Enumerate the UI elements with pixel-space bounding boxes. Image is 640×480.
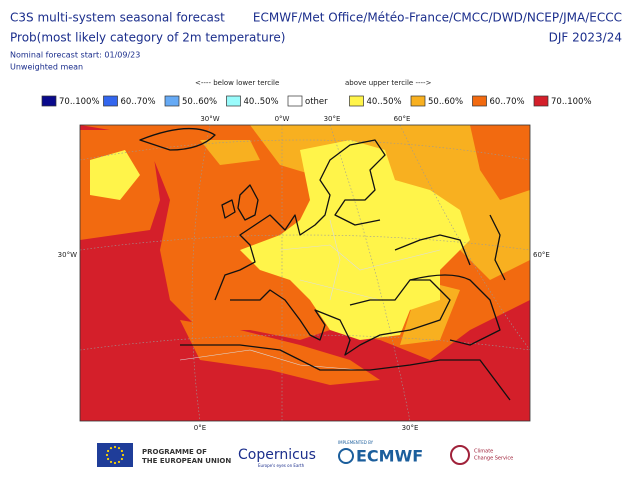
eu-star bbox=[106, 449, 110, 453]
implemented-by: IMPLEMENTED BY bbox=[338, 440, 374, 445]
footer: PROGRAMME OF THE EUROPEAN UNION Copernic… bbox=[97, 440, 513, 468]
graticule bbox=[80, 125, 530, 421]
map bbox=[80, 125, 530, 421]
copernicus-logo: Copernicus bbox=[238, 447, 316, 463]
lon-label: 0°E bbox=[194, 424, 206, 432]
lat-label: 60°E bbox=[533, 251, 550, 259]
map-frame bbox=[79, 124, 531, 422]
eu-star bbox=[113, 461, 117, 465]
legend-swatch bbox=[349, 95, 364, 107]
legend-swatch bbox=[410, 95, 426, 107]
eu-text: THE EUROPEAN UNION bbox=[142, 457, 231, 465]
coastlines bbox=[139, 127, 511, 401]
copernicus-tag: Europe's eyes on Earth bbox=[258, 463, 305, 468]
legend-label: 50..60% bbox=[428, 97, 463, 107]
eu-star bbox=[120, 449, 124, 453]
legend-swatch bbox=[103, 95, 118, 107]
title: C3S multi-system seasonal forecast bbox=[10, 11, 225, 25]
eu-star bbox=[113, 445, 117, 449]
method: Unweighted mean bbox=[10, 63, 83, 72]
eu-text: PROGRAMME OF bbox=[142, 448, 207, 456]
above-label: above upper tercile ----> bbox=[345, 79, 432, 87]
lon-label: 0°W bbox=[275, 115, 290, 123]
borders bbox=[179, 219, 441, 371]
c3s-text: Climate bbox=[474, 449, 493, 455]
eu-star bbox=[109, 460, 113, 464]
eu-star bbox=[121, 453, 125, 457]
legend-swatch bbox=[41, 95, 57, 107]
eu-star bbox=[120, 457, 124, 461]
lon-label: 30°E bbox=[324, 115, 341, 123]
c3s-icon bbox=[450, 445, 470, 465]
eu-star bbox=[109, 446, 113, 450]
legend-swatch bbox=[226, 95, 241, 107]
legend-label: 60..70% bbox=[121, 97, 156, 107]
eu-star bbox=[117, 460, 121, 464]
legend-label: 50..60% bbox=[182, 97, 217, 107]
centres: ECMWF/Met Office/Météo-France/CMCC/DWD/N… bbox=[253, 11, 622, 25]
forecast-start: Nominal forecast start: 01/09/23 bbox=[10, 51, 140, 60]
ecmwf-logo: ECMWF bbox=[356, 447, 423, 466]
legend-label: other bbox=[305, 97, 328, 107]
legend-swatch bbox=[533, 95, 549, 107]
season: DJF 2023/24 bbox=[549, 31, 622, 45]
legend-label: 40..50% bbox=[367, 97, 402, 107]
legend-swatch bbox=[472, 95, 487, 107]
eu-star bbox=[117, 446, 121, 450]
c3s-text: Change Service bbox=[474, 456, 513, 462]
eu-star bbox=[105, 453, 109, 457]
legend-swatch bbox=[287, 95, 303, 107]
lon-label: 30°E bbox=[402, 424, 419, 432]
legend-label: 40..50% bbox=[244, 97, 279, 107]
ecmwf-icon bbox=[338, 448, 354, 464]
below-label: <---- below lower tercile bbox=[195, 79, 279, 87]
lon-label: 30°W bbox=[200, 115, 219, 123]
legend-label: 70..100% bbox=[59, 97, 100, 107]
eu-star bbox=[106, 457, 110, 461]
legend: 70..100% 60..70% 50..60% 40..50% other 40..50… bbox=[41, 95, 592, 107]
legend-swatch bbox=[164, 95, 180, 107]
legend-label: 70..100% bbox=[551, 97, 592, 107]
subtitle: Prob(most likely category of 2m temperat… bbox=[10, 31, 285, 45]
legend-label: 60..70% bbox=[490, 97, 525, 107]
eu-stars bbox=[105, 445, 125, 465]
region-lightorange bbox=[200, 125, 530, 345]
lon-label: 60°E bbox=[394, 115, 411, 123]
lat-label: 30°W bbox=[58, 251, 77, 259]
